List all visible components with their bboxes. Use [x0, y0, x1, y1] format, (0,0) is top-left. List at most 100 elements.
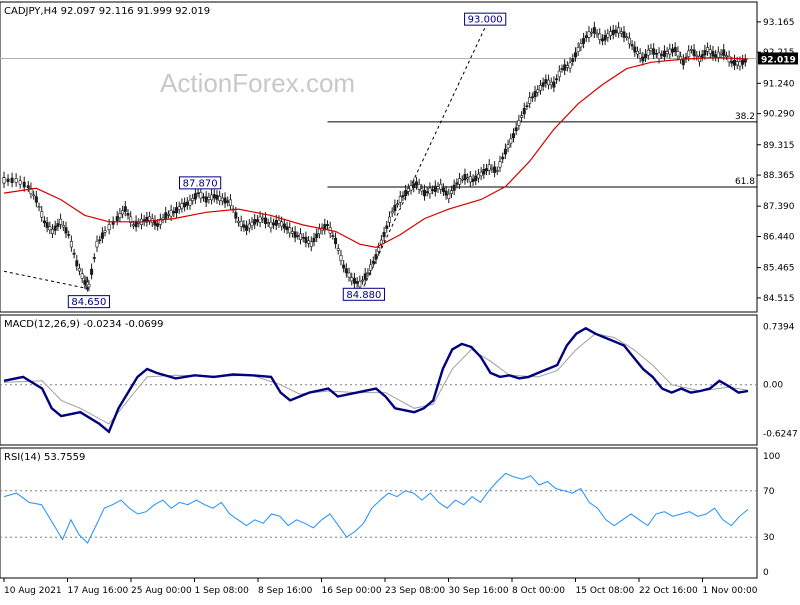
- price-axis-label: 85.465: [763, 264, 795, 274]
- candle-body: [600, 38, 604, 42]
- current-price-tag: [758, 52, 798, 65]
- candle-body: [40, 211, 44, 218]
- candle-body: [449, 190, 453, 194]
- candle-body: [87, 284, 91, 288]
- candle-body: [573, 52, 577, 58]
- candle-body: [547, 79, 551, 86]
- candle-body: [277, 219, 281, 224]
- price-annotation-label: 87.870: [183, 178, 218, 189]
- candle-body: [603, 35, 607, 41]
- candle-body: [325, 224, 329, 226]
- candle-body: [706, 47, 710, 52]
- candle-body: [223, 197, 227, 204]
- candle-body: [331, 235, 335, 237]
- candle-body: [156, 223, 160, 227]
- candle-body: [439, 183, 443, 190]
- candle-body: [412, 183, 416, 188]
- candle-body: [652, 48, 656, 55]
- candle-body: [80, 273, 84, 279]
- candle-body: [361, 279, 365, 282]
- candle-body: [274, 220, 278, 226]
- candle-body: [158, 218, 162, 225]
- x-axis-label: 30 Sep 16:00: [449, 586, 509, 596]
- x-axis-label: 17 Aug 16:00: [68, 586, 129, 596]
- candle-body: [687, 50, 691, 57]
- candle-body: [474, 175, 478, 181]
- candle-body: [56, 223, 60, 227]
- candle-body: [514, 127, 518, 132]
- candle-body: [727, 55, 731, 63]
- candle-body: [493, 166, 497, 173]
- candle-body: [59, 218, 63, 225]
- candle-body: [522, 108, 526, 115]
- candle-body: [358, 280, 362, 288]
- candle-body: [218, 195, 222, 201]
- candle-body: [64, 227, 68, 234]
- candle-body: [379, 239, 383, 245]
- candle-body: [490, 167, 494, 170]
- candle-body: [342, 264, 346, 269]
- x-axis-label: 16 Sep 00:00: [322, 586, 382, 596]
- x-axis-label: 23 Sep 08:00: [385, 586, 445, 596]
- main-chart-title: CADJPY,H4 92.097 92.116 91.999 92.019: [4, 6, 210, 17]
- candle-body: [100, 232, 104, 239]
- candle-body: [530, 96, 534, 99]
- price-annotation-box: [67, 295, 111, 309]
- price-axis-label: 87.390: [763, 202, 795, 212]
- candle-body: [188, 199, 192, 206]
- candle-body: [506, 144, 510, 149]
- candle-body: [266, 222, 270, 224]
- fib-level-label: 38.2: [735, 112, 755, 122]
- candle-body: [115, 216, 119, 222]
- rsi-plot-area: 100 70 30 0: [0, 452, 780, 578]
- candle-body: [129, 216, 133, 223]
- candle-body: [45, 222, 49, 228]
- candle-body: [673, 47, 677, 52]
- candle-body: [193, 193, 197, 200]
- price-annotation-label: 84.650: [71, 297, 106, 308]
- candle-body: [525, 105, 529, 107]
- candle-body: [247, 223, 251, 229]
- candle-body: [479, 171, 483, 177]
- candle-body: [622, 31, 626, 38]
- candle-body: [719, 52, 723, 55]
- candle-body: [724, 55, 728, 57]
- candle-body: [396, 203, 400, 206]
- candle-body: [625, 36, 629, 39]
- candle-body: [169, 210, 173, 217]
- candle-body: [258, 216, 262, 223]
- candle-body: [123, 206, 127, 212]
- candle-body: [239, 220, 243, 227]
- candle-body: [711, 51, 715, 57]
- candle-body: [245, 225, 249, 231]
- candle-body: [722, 49, 726, 56]
- candle-body: [700, 54, 704, 58]
- candle-body: [452, 184, 456, 191]
- candle-body: [191, 198, 195, 201]
- candle-body: [77, 268, 81, 272]
- candle-body: [312, 237, 316, 243]
- candle-body: [587, 31, 591, 38]
- candle-body: [315, 233, 319, 238]
- candle-body: [590, 31, 594, 34]
- x-axis-label: 8 Oct 00:00: [512, 586, 565, 596]
- candle-body: [654, 53, 658, 55]
- candle-body: [301, 236, 305, 239]
- candle-body: [10, 177, 14, 183]
- candle-body: [250, 221, 254, 227]
- macd-main-line: [3, 326, 749, 434]
- x-axis: 10 Aug 2021 17 Aug 16:00 25 Aug 00:00 1 Sep…: [3, 578, 758, 596]
- candle-body: [423, 190, 427, 197]
- candle-body: [22, 181, 26, 188]
- candle-body: [387, 216, 391, 223]
- candle-body: [468, 176, 472, 183]
- candle-body: [185, 201, 189, 206]
- candle-body: [148, 216, 152, 221]
- candle-body: [665, 51, 669, 55]
- candle-body: [309, 241, 313, 247]
- price-annotation-label: 84.880: [346, 290, 381, 301]
- macd-axis-label: -0.6247: [763, 430, 798, 440]
- candle-body: [18, 180, 22, 185]
- candle-body: [334, 237, 338, 245]
- price-axis-label: 91.240: [763, 79, 795, 89]
